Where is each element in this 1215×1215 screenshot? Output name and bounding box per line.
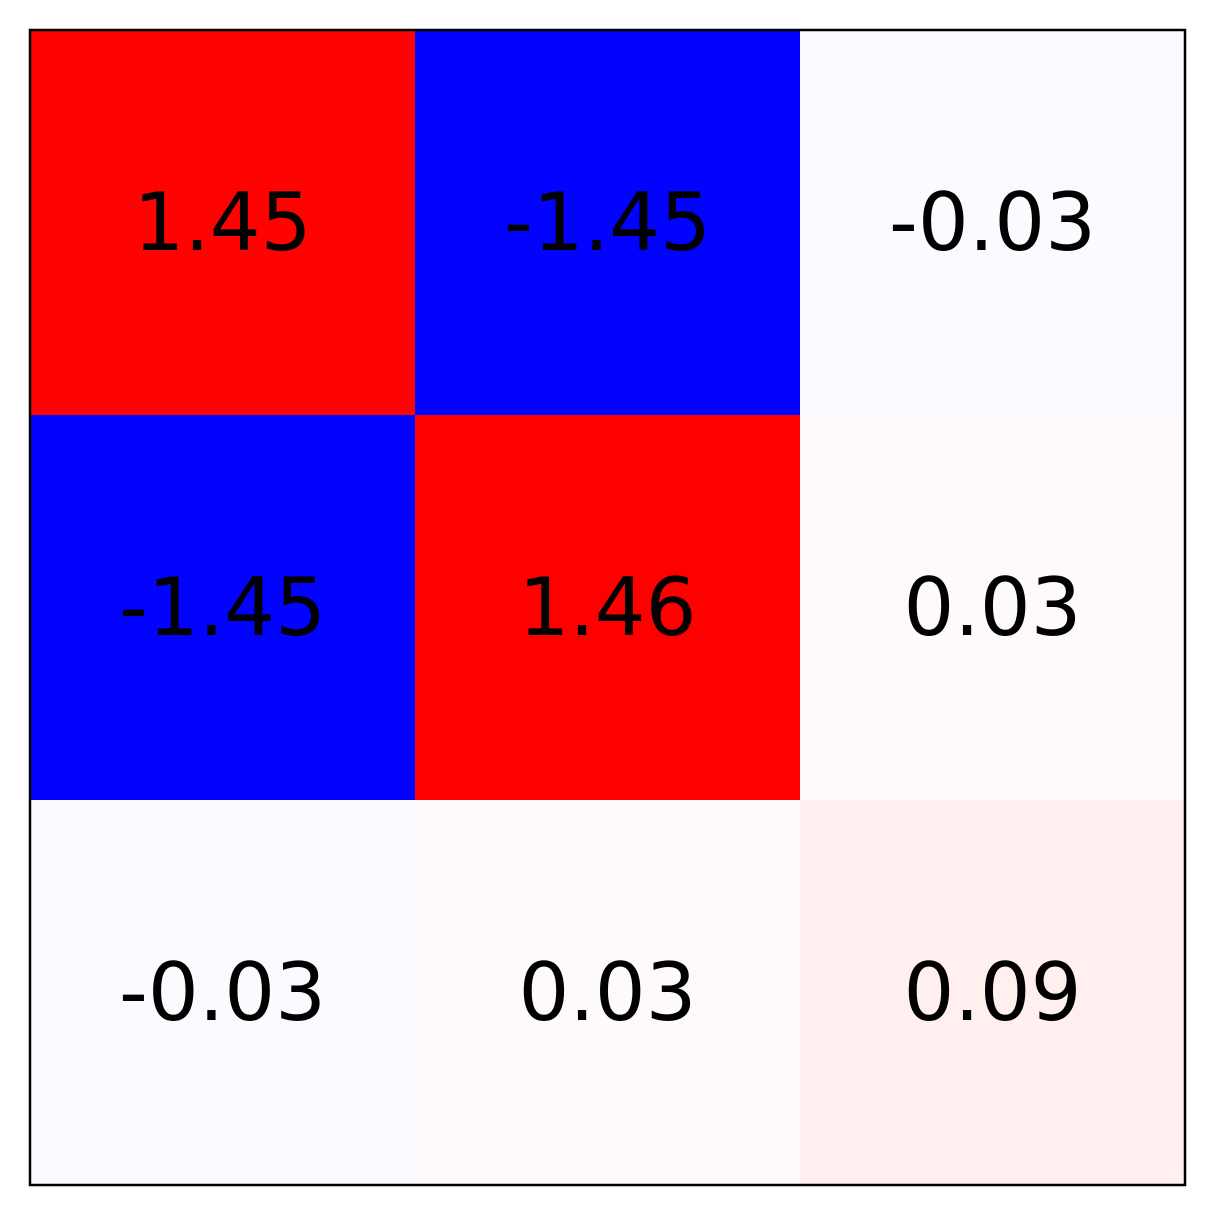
heatmap-cell-r0-c1 bbox=[415, 30, 801, 416]
cell-value-label-r2-c2: 0.09 bbox=[903, 946, 1081, 1039]
heatmap-cell-r2-c1 bbox=[415, 800, 801, 1186]
heatmap-cell-r1-c0 bbox=[30, 415, 416, 801]
heatmap-cell-r1-c2 bbox=[800, 415, 1186, 801]
heatmap-cell-r0-c0 bbox=[30, 30, 416, 416]
cell-value-label-r1-c2: 0.03 bbox=[903, 561, 1081, 654]
cell-value-label-r0-c2: -0.03 bbox=[889, 176, 1096, 269]
heatmap-cell-r2-c0 bbox=[30, 800, 416, 1186]
cell-value-label-r2-c1: 0.03 bbox=[518, 946, 696, 1039]
heatmap-cell-r1-c1 bbox=[415, 415, 801, 801]
heatmap-cells bbox=[30, 30, 1186, 1186]
heatmap-cell-labels: 1.45 -1.45 -0.03 -1.45 1.46 0.03 -0.03 0.03 0.09 bbox=[119, 176, 1096, 1039]
cell-value-label-r1-c1: 1.46 bbox=[518, 561, 696, 654]
cell-value-label-r1-c0: -1.45 bbox=[119, 561, 326, 654]
heatmap-cell-r0-c2 bbox=[800, 30, 1186, 416]
cell-value-label-r0-c0: 1.45 bbox=[133, 176, 311, 269]
cell-value-label-r2-c0: -0.03 bbox=[119, 946, 326, 1039]
cell-value-label-r0-c1: -1.45 bbox=[504, 176, 711, 269]
plot-frame bbox=[28, 28, 1187, 1187]
heatmap-cell-r2-c2 bbox=[800, 800, 1186, 1186]
